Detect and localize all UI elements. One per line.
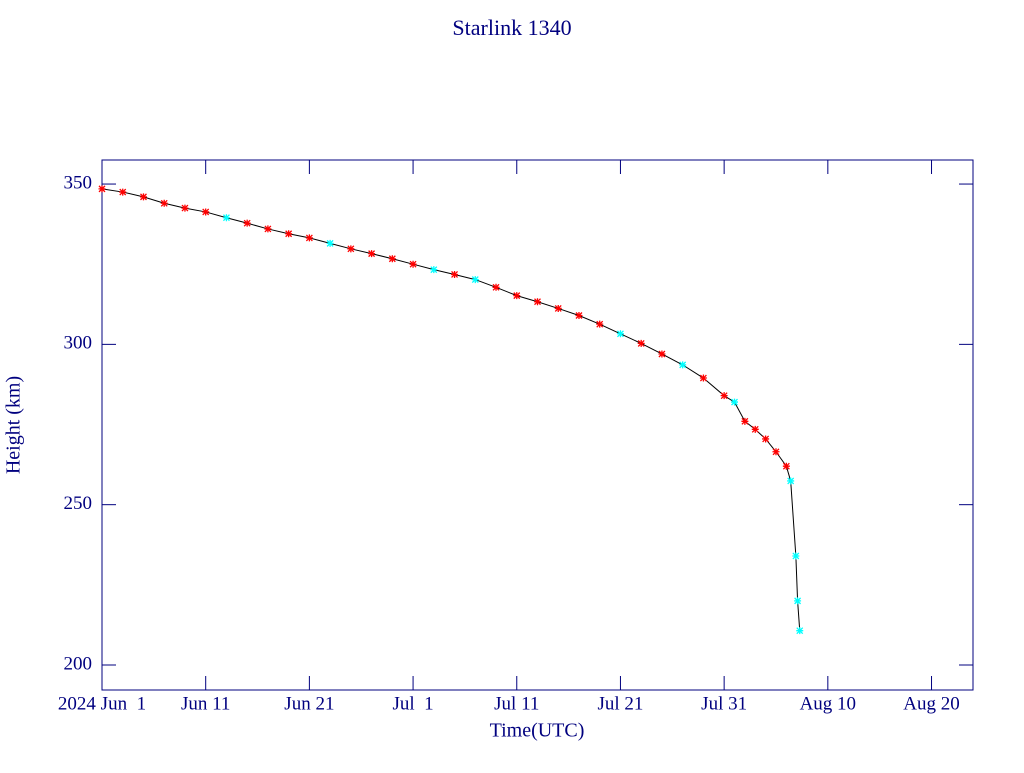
data-point [119, 188, 127, 196]
x-tick-label: 2024 Jun 1 [58, 693, 146, 714]
data-point [368, 250, 376, 258]
y-tick-label: 300 [64, 333, 93, 354]
x-tick-label: Jul 31 [701, 693, 747, 714]
data-point [409, 260, 417, 268]
x-axis-label: Time(UTC) [490, 720, 585, 742]
data-point [492, 283, 500, 291]
x-tick-label: Jul 1 [392, 693, 433, 714]
x-tick-label: Jun 21 [284, 693, 334, 714]
data-point [796, 627, 804, 635]
data-point [98, 185, 106, 193]
data-point [534, 298, 541, 306]
data-point [264, 225, 272, 233]
data-point [305, 234, 313, 242]
data-point [326, 239, 334, 247]
chart-title: Starlink 1340 [452, 15, 571, 40]
data-point [388, 255, 396, 263]
data-point [731, 398, 739, 406]
data-point [471, 276, 479, 284]
x-tick-label: Aug 20 [903, 693, 959, 714]
x-tick-label: Jul 11 [494, 693, 539, 714]
data-point [762, 435, 770, 443]
data-point [741, 417, 749, 425]
data-point [243, 219, 251, 227]
data-point [616, 330, 624, 338]
data-point [794, 597, 802, 605]
data-point [596, 320, 604, 328]
data-point [699, 374, 707, 382]
data-point [202, 208, 210, 216]
data-point [513, 292, 521, 300]
data-point [679, 361, 687, 369]
data-point [787, 477, 795, 485]
data-point [347, 245, 355, 253]
data-point [782, 462, 790, 470]
x-tick-label: Jun 11 [181, 693, 230, 714]
y-tick-label: 350 [64, 172, 93, 193]
data-point [658, 350, 666, 358]
data-point [222, 214, 230, 222]
data-point [772, 448, 780, 456]
data-point [451, 270, 459, 278]
data-point [637, 339, 645, 347]
x-tick-label: Jul 21 [597, 693, 643, 714]
series-line [101, 188, 801, 631]
data-point [575, 312, 583, 320]
data-point [160, 199, 168, 207]
data-point [139, 193, 147, 201]
x-tick-label: Aug 10 [800, 693, 856, 714]
data-point [720, 392, 728, 400]
data-point [751, 425, 759, 433]
plot-frame [101, 159, 974, 691]
data-point [285, 230, 293, 238]
data-point [792, 552, 800, 560]
data-point [430, 266, 438, 274]
data-point [181, 204, 189, 212]
y-axis-label: Height (km) [3, 376, 25, 474]
y-tick-label: 250 [64, 493, 93, 514]
data-point [554, 304, 562, 312]
y-tick-label: 200 [64, 653, 93, 674]
